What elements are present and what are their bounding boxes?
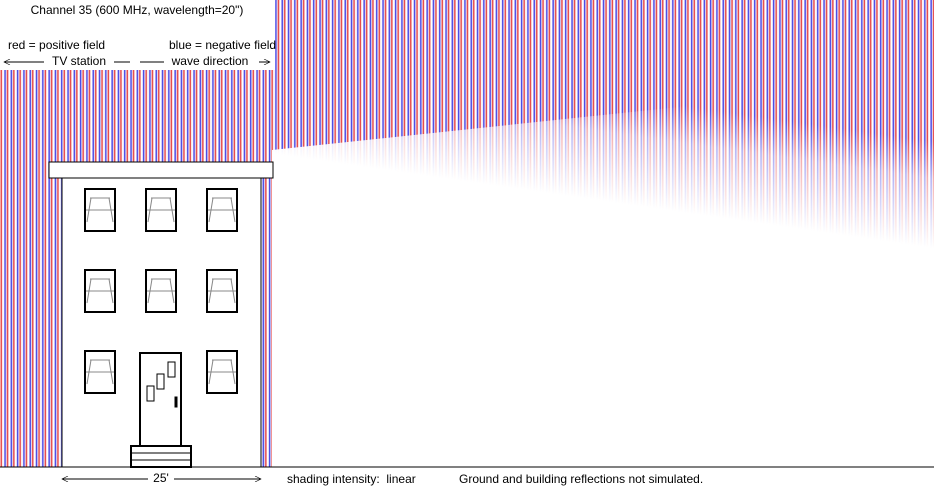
- building: [48, 161, 274, 468]
- shading-label: shading intensity: linear: [287, 472, 416, 486]
- source-label: TV station: [52, 54, 106, 68]
- shadow-region: [272, 80, 934, 467]
- scale-label: 25': [153, 471, 169, 485]
- note: Ground and building reflections not simu…: [459, 472, 703, 486]
- legend-positive: red = positive field: [8, 38, 105, 52]
- legend-title: Channel 35 (600 MHz, wavelength=20"): [31, 3, 244, 17]
- direction-label: wave direction: [171, 54, 249, 68]
- label-bg: [148, 472, 174, 486]
- label-bg: [44, 55, 114, 69]
- legend-negative: blue = negative field: [169, 38, 276, 52]
- label-bg: [164, 55, 259, 69]
